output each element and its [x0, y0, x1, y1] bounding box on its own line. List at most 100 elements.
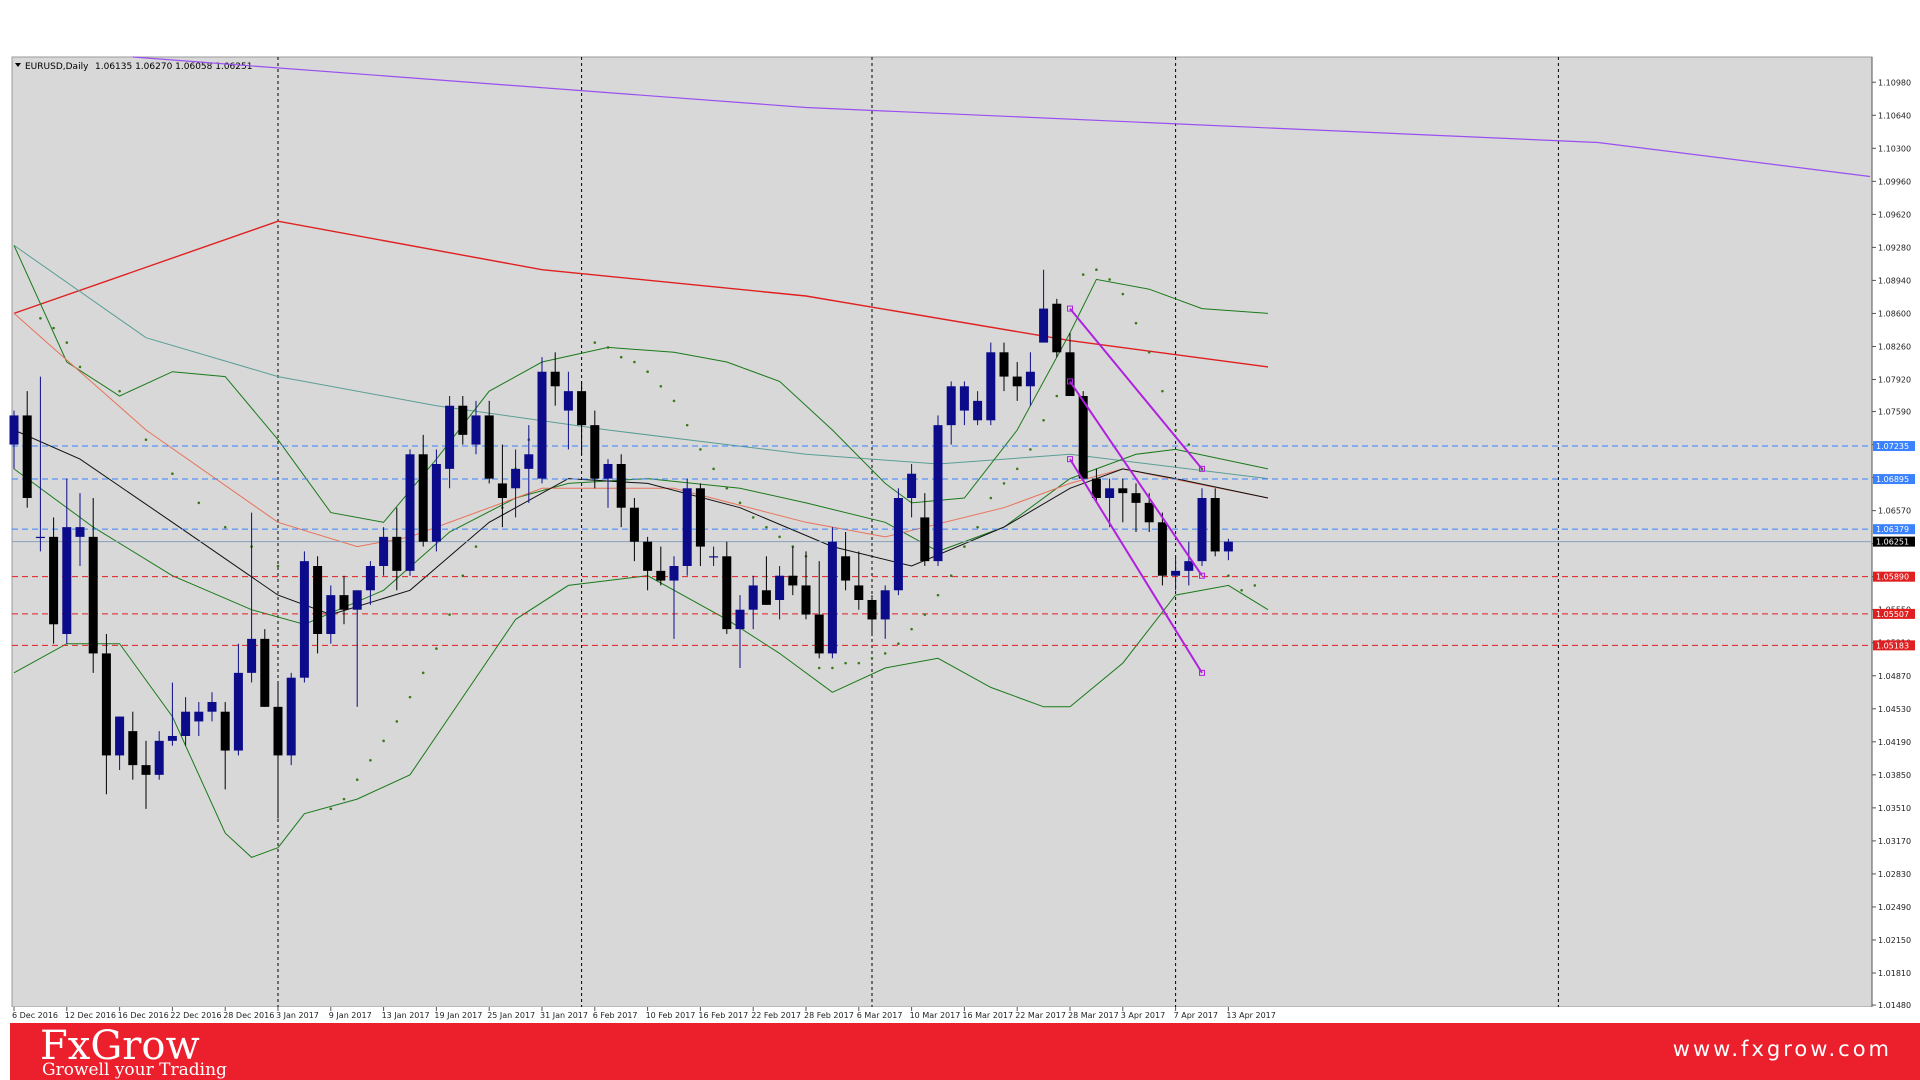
sar-dot: [1253, 584, 1257, 587]
collapse-triangle-icon[interactable]: [15, 63, 21, 67]
ma-purple-line: [132, 56, 1871, 178]
bull-candle: [154, 740, 164, 775]
bear-candle: [577, 391, 587, 426]
bear-candle: [1065, 352, 1075, 397]
time-tick-label: 7 Apr 2017: [1174, 1011, 1218, 1020]
sar-dot: [395, 720, 399, 723]
bear-candle: [1052, 303, 1062, 353]
ma-red-line: [13, 220, 1269, 368]
sar-dot: [461, 574, 465, 578]
bear-candle: [101, 653, 111, 756]
bull-candle: [907, 473, 917, 499]
bull-candle: [1025, 371, 1035, 387]
bull-candle: [775, 575, 785, 600]
bull-candle: [563, 391, 573, 411]
sar-dot: [778, 535, 781, 539]
bull-candle: [35, 536, 45, 539]
price-tick-label: 1.03510: [1878, 804, 1911, 813]
channel-mid-line: [1069, 380, 1203, 577]
sar-dot: [989, 496, 993, 500]
sar-dot: [369, 758, 372, 762]
channel-upper-line: [1069, 307, 1203, 470]
bear-candle: [999, 352, 1009, 377]
sar-dot: [765, 525, 768, 529]
bull-candle: [233, 672, 243, 751]
bear-candle: [643, 541, 653, 571]
bull-candle: [379, 536, 389, 566]
sar-dot: [633, 360, 636, 364]
time-tick-label: 25 Jan 2017: [487, 1011, 535, 1020]
price-tick-label: 1.01810: [1878, 969, 1911, 978]
bear-candle: [484, 415, 494, 479]
bear-candle: [1078, 396, 1088, 479]
channel-handle: [1067, 378, 1073, 385]
time-tick-label: 3 Jan 2017: [276, 1011, 319, 1020]
bear-candle: [1118, 488, 1128, 494]
sar-dot: [1002, 482, 1006, 485]
bull-candle: [973, 400, 983, 421]
sar-dot: [751, 516, 755, 519]
bull-candle: [326, 595, 336, 634]
website-link[interactable]: www.fxgrow.com: [1672, 1037, 1892, 1061]
bull-candle: [431, 464, 441, 542]
price-tick-label: 1.07920: [1878, 375, 1911, 384]
bull-candle: [735, 609, 745, 630]
price-tick-label: 1.02490: [1878, 903, 1911, 912]
bull-candle: [933, 425, 943, 562]
channel-handle: [1199, 572, 1205, 579]
price-tick-label: 1.03170: [1878, 837, 1911, 846]
bear-candle: [1012, 376, 1022, 387]
price-tick-label: 1.10980: [1878, 78, 1911, 87]
sar-dot: [712, 467, 715, 471]
sar-dot: [936, 593, 940, 597]
bull-candle: [299, 561, 309, 678]
bear-candle: [141, 765, 151, 775]
time-tick-label: 19 Jan 2017: [434, 1011, 482, 1020]
sar-dot: [39, 316, 42, 320]
bear-candle: [1131, 493, 1141, 503]
sar-dot: [831, 666, 834, 670]
time-tick-label: 31 Jan 2017: [540, 1011, 588, 1020]
bear-candle: [854, 585, 864, 600]
level-price-label: 1.07235: [1876, 442, 1909, 451]
bull-candle: [1184, 561, 1194, 571]
bull-candle: [669, 565, 679, 581]
price-tick-label: 1.08940: [1878, 276, 1911, 285]
sar-dot: [1121, 292, 1125, 296]
level-price-box: [1873, 474, 1915, 485]
sar-dot: [870, 656, 874, 660]
bull-candle: [1223, 541, 1233, 552]
sar-dot: [1187, 443, 1191, 446]
channel-lower-line: [1069, 458, 1203, 674]
time-tick-label: 10 Mar 2017: [910, 1011, 961, 1020]
trend-channel[interactable]: [1067, 305, 1205, 676]
symbol-label: EURUSD,Daily: [25, 62, 89, 72]
sar-dot: [606, 346, 610, 349]
bear-candle: [867, 599, 877, 620]
sar-dot: [1147, 350, 1151, 354]
sar-dot: [593, 341, 597, 344]
time-tick-label: 16 Mar 2017: [962, 1011, 1013, 1020]
price-tick-label: 1.08600: [1878, 309, 1911, 318]
sar-dot: [844, 661, 847, 665]
ma-salmon-line: [13, 313, 1269, 548]
sar-dot: [725, 486, 729, 490]
sar-dot: [883, 652, 887, 655]
bear-candle: [497, 483, 507, 499]
level-price-label: 1.06251: [1876, 538, 1909, 547]
level-price-box: [1873, 571, 1915, 582]
sar-dot: [52, 326, 55, 330]
time-tick-label: 13 Jan 2017: [382, 1011, 430, 1020]
level-price-label: 1.05890: [1876, 573, 1909, 582]
price-tick-label: 1.04870: [1878, 672, 1911, 681]
bear-candle: [313, 565, 323, 634]
bear-candle: [695, 488, 705, 547]
price-tick-label: 1.06570: [1878, 507, 1911, 516]
sar-dot: [963, 545, 966, 548]
bull-candle: [471, 415, 481, 445]
channel-handle: [1067, 456, 1073, 463]
bull-candle: [115, 716, 125, 756]
candlesticks: [9, 269, 1233, 819]
bull-candle: [827, 541, 837, 654]
